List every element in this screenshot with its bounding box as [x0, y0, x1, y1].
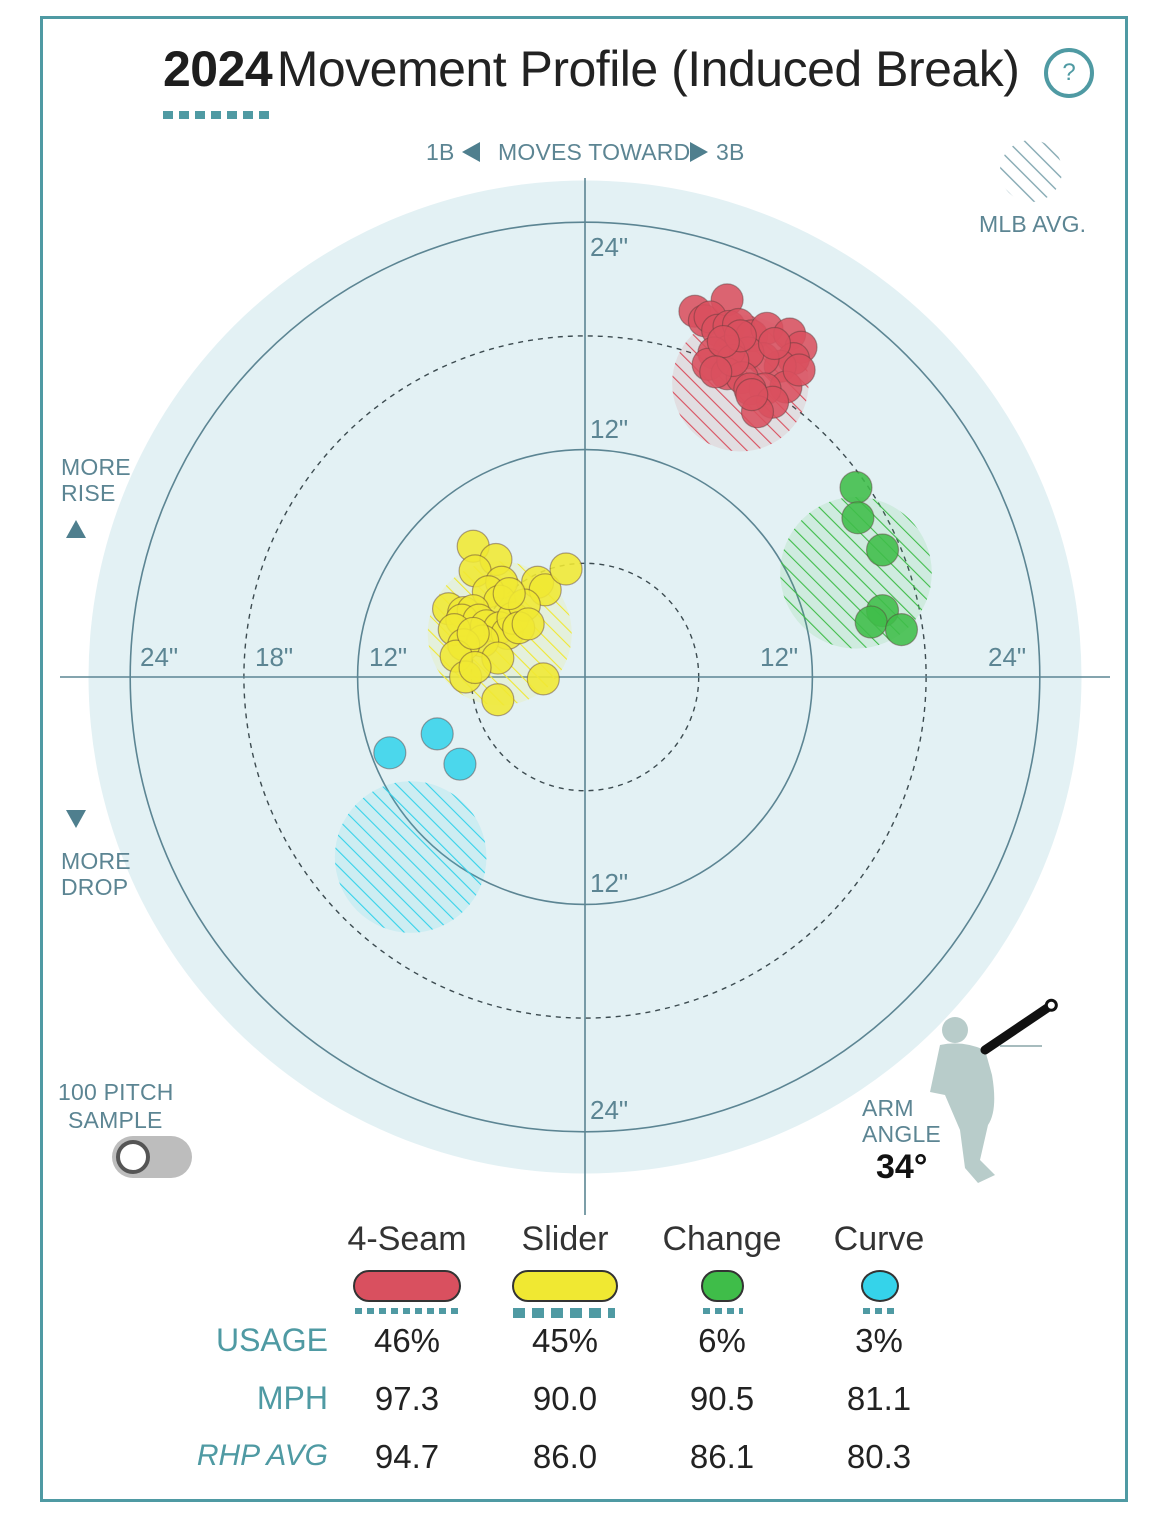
legend-swatch-curve[interactable]	[861, 1270, 899, 1302]
usage-bar-curve	[863, 1308, 899, 1314]
usage-bar-slider	[513, 1308, 615, 1318]
point-slider-25	[458, 650, 492, 685]
direction-center-label: MOVES TOWARD	[498, 139, 691, 165]
mlb-avg-icon	[1000, 140, 1062, 202]
point-slider-30	[492, 577, 526, 611]
point-4seam-31	[699, 355, 733, 389]
point-change-4	[854, 605, 888, 639]
arrow-down-icon	[66, 810, 86, 828]
point-slider-8	[549, 552, 583, 586]
point-change-0	[839, 470, 873, 505]
point-4seam-26	[782, 353, 816, 387]
rhp-avg-row-label: RHP AVG	[196, 1439, 328, 1472]
chart-title: 2024 Movement Profile (Induced Break)	[163, 40, 1020, 110]
point-slider-28	[456, 616, 490, 651]
title-year: 2024	[163, 41, 273, 97]
point-slider-26	[526, 662, 560, 696]
legend-name-curve: Curve	[833, 1220, 925, 1258]
avg-zone-curve	[334, 781, 487, 933]
usage-bar-change	[703, 1308, 743, 1314]
point-curve-2	[443, 747, 477, 781]
arrow-right-icon	[690, 142, 708, 162]
arm-angle-label-1: ARM	[862, 1095, 914, 1121]
more-rise-label-1: MORE	[61, 454, 131, 480]
mph-4seam: 97.3	[374, 1380, 440, 1417]
sample-label-1: 100 PITCH	[58, 1079, 174, 1105]
legend-swatch-slider[interactable]	[512, 1270, 618, 1302]
mph-row-label: MPH	[256, 1380, 328, 1416]
usage-bar-4seam	[355, 1308, 459, 1314]
mph-change: 90.5	[689, 1380, 755, 1417]
help-button[interactable]: ?	[1044, 48, 1094, 98]
point-4seam-28	[757, 326, 792, 361]
arm-angle-label-2: ANGLE	[862, 1121, 941, 1147]
point-4seam-30	[706, 324, 740, 359]
tick-left-24: 24"	[140, 642, 179, 672]
point-change-5	[884, 613, 919, 647]
legend-name-change: Change	[662, 1220, 782, 1258]
tick-right-24: 24"	[988, 642, 1027, 672]
direction-left-label: 1B	[426, 139, 455, 165]
chart-frame	[40, 16, 1128, 1502]
title-text: Movement Profile (Induced Break)	[276, 41, 1020, 97]
legend-swatch-change[interactable]	[701, 1270, 744, 1302]
arm-angle-endpoint	[1044, 998, 1058, 1012]
direction-right-label: 3B	[716, 139, 745, 165]
tick-bottom-24: 24"	[590, 1095, 629, 1125]
sample-toggle[interactable]	[112, 1136, 192, 1178]
sample-label-2: SAMPLE	[68, 1107, 163, 1133]
legend-name-slider: Slider	[521, 1220, 609, 1258]
pitcher-icon	[930, 998, 1058, 1183]
usage-slider: 45%	[531, 1322, 599, 1359]
more-drop-label-2: DROP	[61, 874, 129, 900]
point-curve-1	[420, 717, 454, 751]
legend-swatch-4seam[interactable]	[353, 1270, 461, 1302]
point-slider-27	[481, 683, 515, 717]
arrow-left-icon	[462, 142, 480, 162]
usage-row-label: USAGE	[215, 1322, 328, 1358]
point-slider-31	[511, 607, 545, 641]
usage-4seam: 46%	[373, 1322, 441, 1359]
more-rise-label-2: RISE	[61, 480, 116, 506]
arrow-up-icon	[66, 520, 86, 538]
tick-top-24: 24"	[590, 232, 629, 262]
rhp-avg-4seam: 94.7	[374, 1438, 440, 1475]
usage-change: 6%	[698, 1322, 746, 1359]
point-change-2	[865, 533, 900, 567]
legend-name-4seam: 4-Seam	[347, 1220, 467, 1258]
point-4seam-25	[735, 378, 769, 412]
rhp-avg-slider: 86.0	[532, 1438, 598, 1475]
rhp-avg-curve: 80.3	[846, 1438, 912, 1475]
point-change-1	[841, 501, 875, 535]
tick-left-18: 18"	[255, 642, 294, 672]
tick-left-12: 12"	[369, 642, 408, 672]
mlb-avg-label: MLB AVG.	[979, 211, 1087, 237]
title-underline	[163, 111, 273, 119]
usage-curve: 3%	[855, 1322, 903, 1359]
toggle-knob	[116, 1140, 150, 1174]
tick-right-12: 12"	[760, 642, 799, 672]
rhp-avg-change: 86.1	[689, 1438, 755, 1475]
arm-angle-value: 34°	[876, 1148, 928, 1186]
mph-curve: 81.1	[846, 1380, 912, 1417]
more-drop-label-1: MORE	[61, 848, 131, 874]
tick-top-12: 12"	[590, 414, 629, 444]
tick-bottom-12: 12"	[590, 868, 629, 898]
mph-slider: 90.0	[532, 1380, 598, 1417]
arm-angle-line	[980, 1000, 1056, 1055]
point-curve-0	[373, 736, 407, 770]
